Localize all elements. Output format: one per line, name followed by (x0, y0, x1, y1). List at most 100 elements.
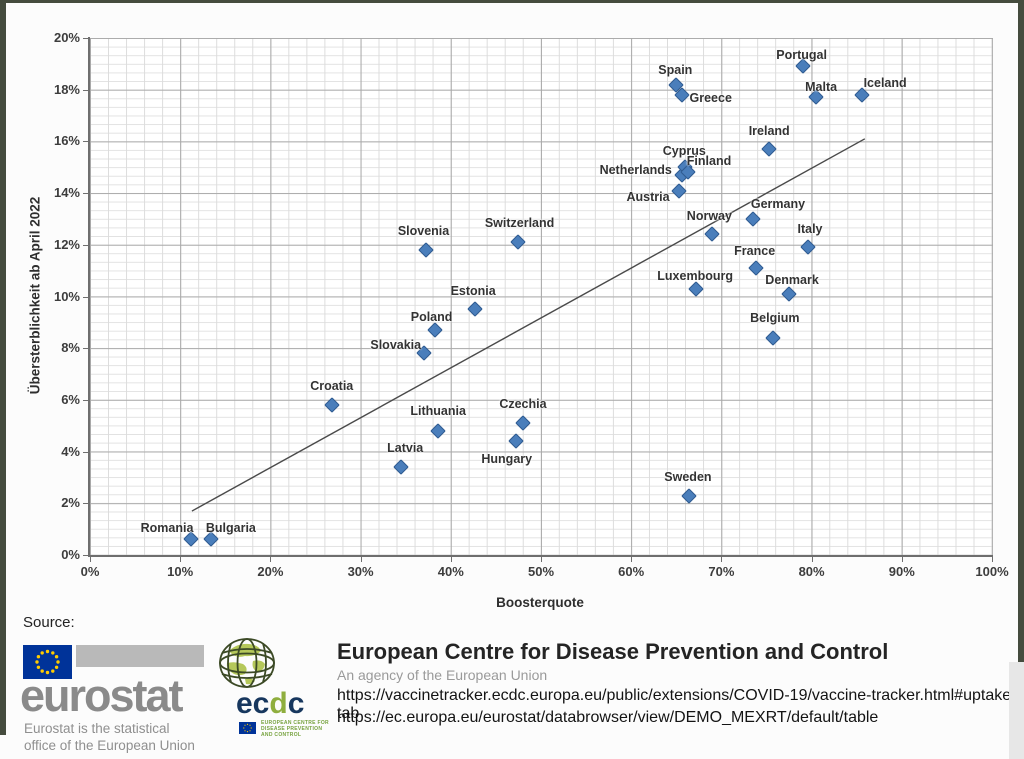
data-point-poland (426, 322, 443, 338)
y-axis-line (88, 37, 90, 557)
y-tick-mark (83, 244, 89, 246)
ecdc-subtitle: An agency of the European Union (337, 667, 548, 683)
data-point-czechia (515, 415, 531, 431)
data-point-label-luxembourg: Luxembourg (657, 268, 733, 283)
source-url-vaccinetracker: https://vaccinetracker.ecdc.europa.eu/pu… (337, 687, 1017, 722)
source-url-eurostat: https://ec.europa.eu/eurostat/databrowse… (337, 709, 879, 726)
data-point-label-romania: Romania (140, 521, 194, 536)
ecdc-letters-ec: ec (236, 687, 270, 720)
x-tick-label-70%: 70% (708, 564, 735, 579)
data-point-label-belgium: Belgium (750, 310, 800, 325)
data-point-label-malta: Malta (805, 80, 838, 95)
frame-top-border (0, 0, 1024, 3)
frame-right-border (1018, 0, 1024, 662)
data-point-croatia (323, 397, 340, 413)
eurostat-tagline-line2: office of the European Union (24, 738, 195, 753)
data-point-label-portugal: Portugal (776, 48, 827, 63)
chart-region: Übersterblichkeit ab April 2022 Romania B… (28, 30, 1009, 610)
y-tick-mark (83, 399, 89, 401)
data-point-label-greece: Greece (689, 90, 732, 105)
x-tick-mark (360, 557, 362, 562)
data-point-label-estonia: Estonia (450, 284, 496, 299)
y-tick-label-16%: 16% (53, 133, 80, 149)
x-axis-line (88, 555, 993, 557)
y-tick-label-0%: 0% (61, 547, 80, 562)
x-tick-mark (541, 557, 542, 562)
data-point-italy (800, 239, 816, 256)
y-tick-mark (83, 555, 89, 556)
frame-left-border (0, 0, 6, 735)
data-point-label-iceland: Iceland (863, 75, 907, 90)
x-tick-mark (721, 557, 723, 562)
data-point-norway (704, 226, 721, 243)
x-tick-label-50%: 50% (527, 564, 555, 579)
data-point-label-austria: Austria (626, 189, 670, 204)
ecdc-letter-c: c (287, 687, 305, 720)
x-tick-mark (450, 557, 452, 562)
x-tick-label-90%: 90% (888, 564, 915, 579)
x-tick-label-0%: 0% (80, 564, 100, 579)
y-tick-label-12%: 12% (53, 236, 80, 252)
data-point-germany (745, 211, 761, 227)
data-point-label-finland: Finland (686, 154, 732, 169)
source-label: Source: (23, 614, 75, 631)
y-tick-label-8%: 8% (61, 340, 80, 356)
x-tick-label-40%: 40% (437, 564, 464, 579)
ecdc-letter-d: d (269, 687, 288, 720)
y-tick-mark (83, 89, 89, 91)
ecdc-small-caption: EUROPEAN CENTRE FOR DISEASE PREVENTION A… (261, 720, 329, 738)
data-point-label-cyprus: Cyprus (662, 144, 706, 159)
data-point-label-netherlands: Netherlands (599, 163, 672, 177)
data-point-label-sweden: Sweden (664, 469, 712, 484)
data-point-label-bulgaria: Bulgaria (205, 521, 256, 536)
data-point-lithuania (430, 423, 446, 439)
data-point-label-ireland: Ireland (748, 124, 790, 139)
data-point-label-spain: Spain (658, 62, 693, 77)
x-tick-label-60%: 60% (618, 564, 645, 579)
eurostat-tagline-line1: Eurostat is the statistical (24, 721, 170, 736)
eurostat-wordmark: eurostat (20, 670, 184, 721)
x-tick-mark (90, 557, 91, 562)
data-point-label-italy: Italy (797, 222, 823, 237)
y-tick-label-14%: 14% (53, 185, 80, 201)
data-point-estonia (467, 301, 483, 318)
ecdc-small-caption-line2: DISEASE PREVENTION (261, 726, 323, 732)
data-point-label-latvia: Latvia (387, 441, 424, 456)
eurostat-gray-bar (76, 645, 204, 667)
data-point-label-germany: Germany (750, 196, 806, 211)
y-tick-mark (83, 141, 89, 143)
data-point-ireland (761, 141, 777, 157)
data-point-slovenia (417, 242, 434, 258)
x-tick-label-80%: 80% (798, 564, 825, 579)
data-point-france (747, 260, 764, 276)
y-tick-label-20%: 20% (53, 30, 80, 45)
data-point-label-lithuania: Lithuania (410, 403, 466, 418)
ecdc-title: European Centre for Disease Prevention a… (337, 639, 889, 664)
y-tick-mark (83, 503, 89, 505)
x-tick-label-10%: 10% (167, 564, 194, 579)
ecdc-eu-flag-icon (239, 721, 256, 739)
x-tick-mark (270, 557, 272, 562)
y-tick-label-2%: 2% (61, 495, 80, 511)
x-axis-title: Boosterquote (496, 595, 584, 610)
x-tick-label-100%: 100% (975, 564, 1009, 579)
ecdc-small-caption-line1: EUROPEAN CENTRE FOR (261, 720, 329, 726)
x-tick-mark (901, 557, 903, 562)
y-tick-label-10%: 10% (53, 288, 80, 304)
data-point-label-denmark: Denmark (765, 272, 819, 287)
data-point-label-norway: Norway (686, 209, 732, 224)
ecdc-small-caption-line3: AND CONTROL (261, 732, 302, 738)
data-point-austria (671, 182, 687, 199)
data-point-label-hungary: Hungary (481, 452, 533, 467)
trendline-svg (191, 138, 866, 512)
data-point-luxembourg (688, 280, 704, 297)
data-point-belgium (765, 330, 781, 346)
data-point-label-slovenia: Slovenia (397, 223, 450, 238)
data-point-label-croatia: Croatia (310, 379, 354, 394)
plot-area: Romania Bulgaria Croatia Latvia Slovakia Slov… (90, 38, 993, 556)
x-tick-label-20%: 20% (257, 564, 284, 579)
y-tick-mark (83, 451, 89, 453)
data-point-label-poland: Poland (410, 310, 453, 325)
x-tick-mark (631, 557, 633, 562)
